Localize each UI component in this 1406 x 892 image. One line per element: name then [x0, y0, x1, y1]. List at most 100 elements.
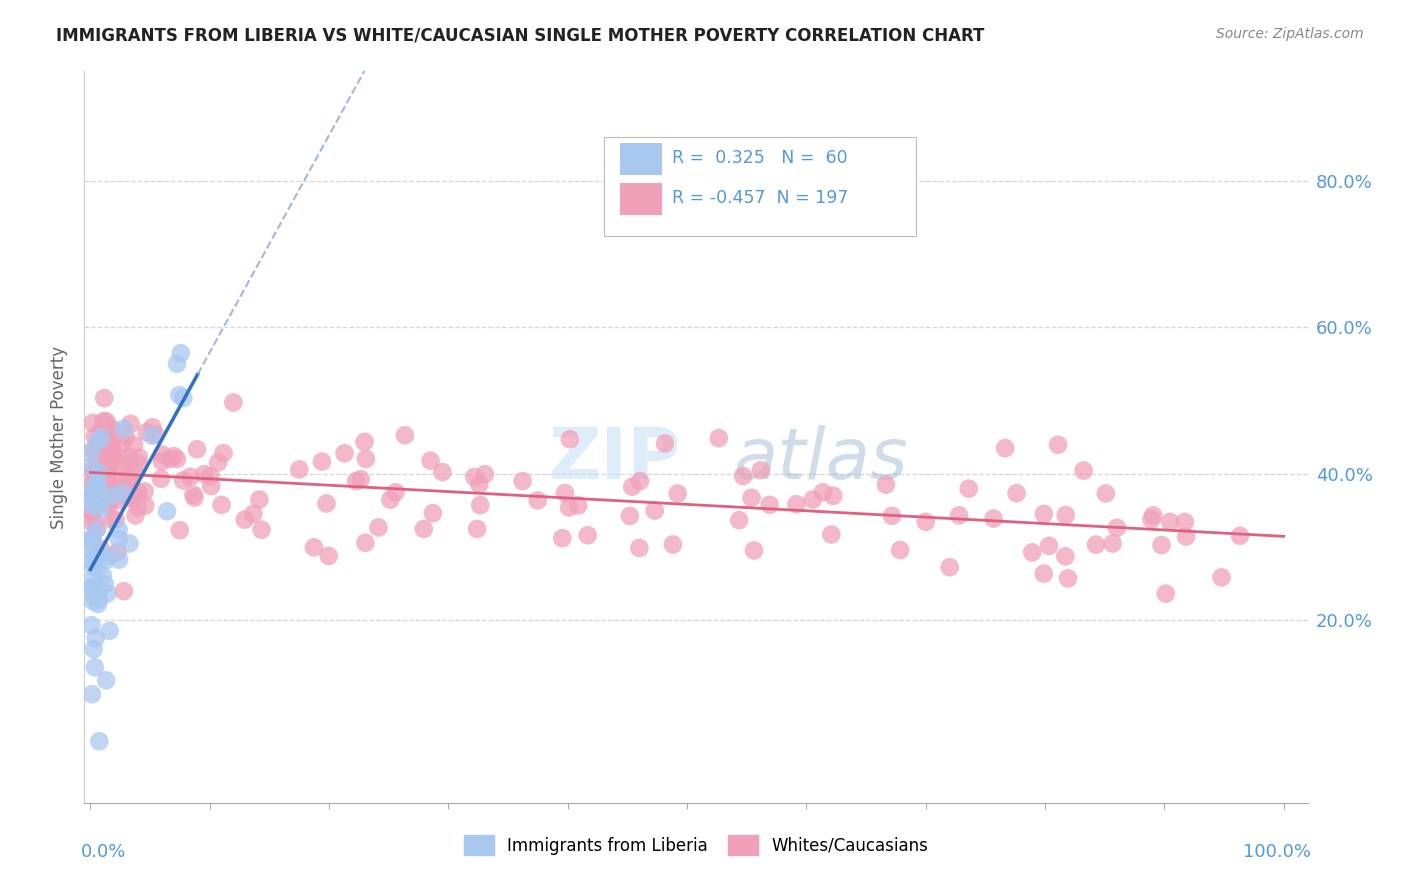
Point: [100, 435, 122, 450]
Point: [120, 477, 142, 491]
Point: [1038, 539, 1060, 553]
Point: [80, 446, 103, 460]
Point: [250, 523, 273, 537]
Point: [90, 541, 112, 556]
Point: [468, 477, 491, 491]
Point: [127, 456, 149, 470]
Point: [84, 631, 107, 645]
Point: [96, 414, 118, 428]
Point: [179, 469, 201, 483]
Point: [124, 466, 146, 480]
Point: [367, 520, 389, 534]
Point: [1021, 545, 1043, 559]
Point: [79, 494, 101, 508]
FancyBboxPatch shape: [605, 137, 917, 235]
Point: [183, 491, 205, 505]
Point: [91, 467, 114, 482]
Point: [96, 473, 118, 487]
Point: [233, 513, 256, 527]
Point: [84, 444, 107, 458]
Point: [83, 547, 105, 561]
Point: [163, 449, 186, 463]
Point: [84, 454, 107, 468]
Point: [93, 470, 115, 484]
Point: [526, 493, 548, 508]
Point: [156, 504, 179, 518]
Point: [83, 429, 105, 443]
Point: [1229, 529, 1251, 543]
Point: [94, 673, 117, 688]
Point: [103, 449, 125, 463]
Point: [419, 454, 441, 468]
Point: [820, 527, 842, 541]
Point: [83, 479, 105, 493]
Point: [127, 485, 149, 500]
Point: [82, 531, 104, 545]
Point: [97, 477, 120, 491]
Text: ZIP: ZIP: [550, 425, 682, 493]
Point: [93, 445, 115, 459]
Point: [134, 499, 156, 513]
Point: [90, 430, 112, 444]
Point: [83, 590, 105, 604]
Point: [107, 532, 129, 546]
Point: [82, 498, 104, 512]
Point: [91, 491, 114, 506]
Text: IMMIGRANTS FROM LIBERIA VS WHITE/CAUCASIAN SINGLE MOTHER POVERTY CORRELATION CHA: IMMIGRANTS FROM LIBERIA VS WHITE/CAUCASI…: [56, 27, 984, 45]
Point: [124, 508, 146, 523]
Point: [112, 459, 135, 474]
Point: [785, 497, 807, 511]
Point: [1057, 571, 1080, 585]
Point: [135, 425, 157, 440]
Point: [84, 588, 107, 602]
Point: [1054, 508, 1077, 522]
Point: [111, 478, 134, 492]
Point: [384, 485, 406, 500]
Point: [145, 427, 167, 442]
Point: [103, 489, 125, 503]
Point: [87, 597, 110, 611]
Point: [207, 455, 229, 469]
Point: [1154, 587, 1177, 601]
Point: [302, 541, 325, 555]
Point: [83, 465, 105, 479]
Point: [1073, 464, 1095, 478]
Point: [79, 485, 101, 500]
Y-axis label: Single Mother Poverty: Single Mother Poverty: [51, 345, 69, 529]
Point: [170, 346, 193, 360]
Point: [707, 431, 730, 445]
Point: [211, 498, 233, 512]
Text: 0.0%: 0.0%: [80, 843, 127, 861]
Point: [749, 463, 772, 477]
FancyBboxPatch shape: [620, 143, 662, 175]
Point: [100, 425, 122, 439]
Point: [1159, 515, 1181, 529]
Point: [666, 486, 689, 500]
Point: [97, 458, 120, 473]
Point: [875, 477, 897, 491]
Point: [134, 484, 156, 499]
Point: [619, 508, 641, 523]
Point: [98, 549, 121, 563]
Point: [80, 483, 103, 497]
Point: [465, 522, 488, 536]
Point: [80, 533, 103, 548]
Point: [344, 474, 367, 488]
Point: [91, 441, 114, 455]
Point: [80, 459, 103, 474]
Text: atlas: atlas: [733, 425, 907, 493]
Point: [100, 446, 122, 460]
Point: [183, 487, 205, 501]
Point: [87, 592, 110, 607]
Point: [120, 417, 142, 431]
Point: [200, 479, 222, 493]
Point: [89, 489, 111, 503]
Point: [983, 511, 1005, 525]
Point: [470, 498, 492, 512]
Point: [91, 568, 114, 582]
FancyBboxPatch shape: [620, 183, 662, 216]
Point: [96, 460, 118, 475]
Point: [118, 450, 141, 464]
Point: [247, 492, 270, 507]
Point: [394, 428, 416, 442]
